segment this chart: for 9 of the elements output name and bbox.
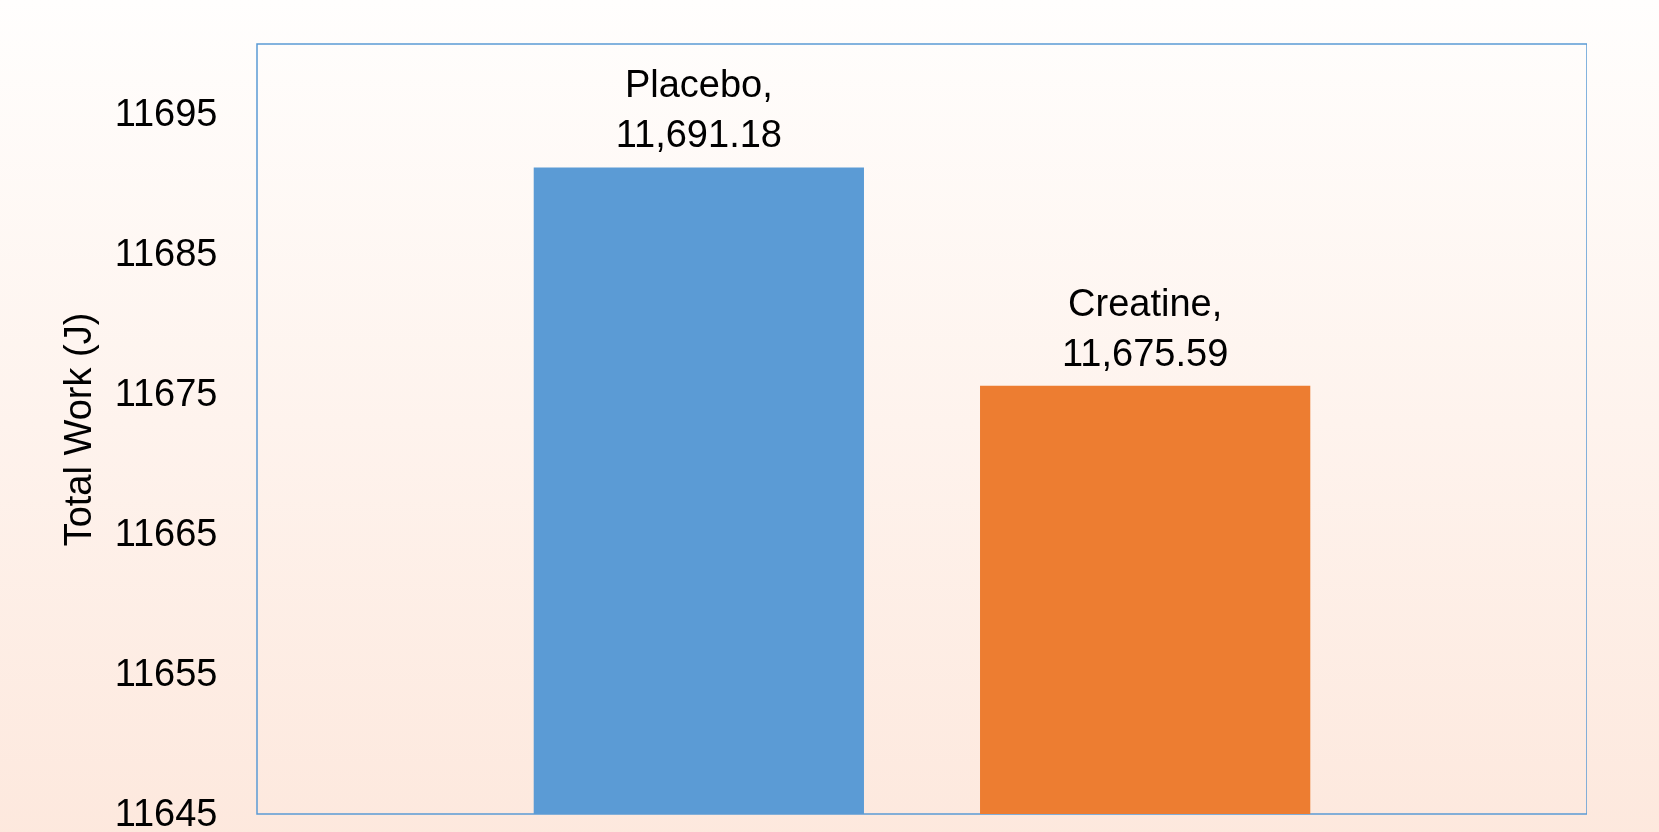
data-label: Placebo, 11,691.18 [615, 63, 782, 156]
y-tick-label: 11655 [114, 651, 218, 694]
data-label: Creatine, 11,675.59 [1062, 281, 1229, 374]
y-axis-title: Total Work (J) [56, 312, 99, 547]
y-tick-label: 11685 [114, 231, 218, 274]
y-tick-label: 11645 [114, 791, 218, 832]
y-tick-label: 11695 [114, 91, 218, 134]
y-tick-label: 11665 [114, 511, 218, 554]
y-tick-label: 11675 [114, 371, 218, 414]
